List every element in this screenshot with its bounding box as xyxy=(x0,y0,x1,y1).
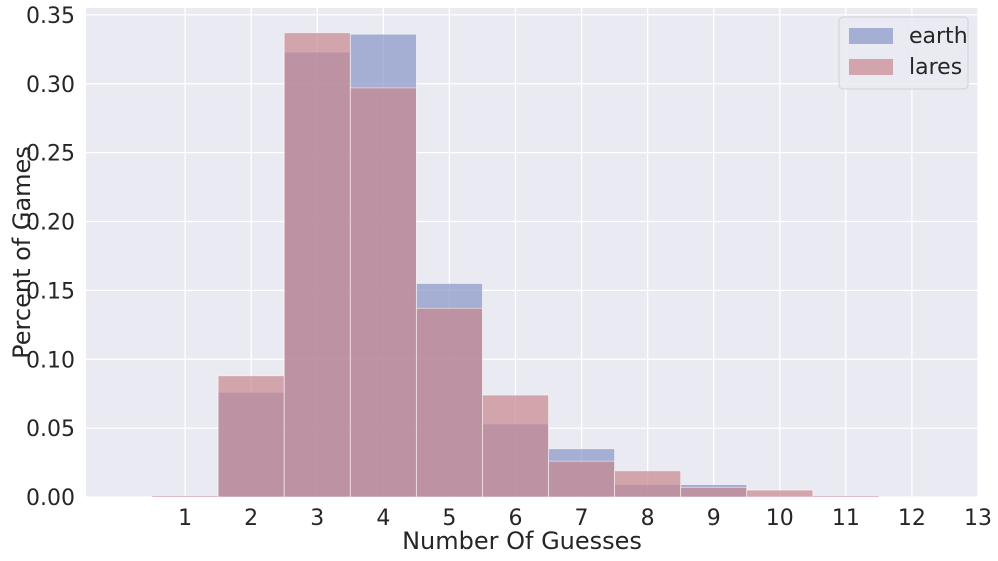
legend-swatch-earth xyxy=(849,28,893,44)
x-tick-label: 11 xyxy=(832,506,860,531)
bar-lares-9 xyxy=(680,486,748,498)
bar-lares-7 xyxy=(548,460,615,498)
bar-lares-3 xyxy=(283,32,351,498)
x-tick-label: 6 xyxy=(508,506,522,531)
y-tick-label: 0.30 xyxy=(26,73,75,98)
x-tick-label: 9 xyxy=(707,506,721,531)
x-tick-label: 4 xyxy=(376,506,390,531)
y-tick-labels: 0.00 0.05 0.10 0.15 0.20 0.25 0.30 0.35 xyxy=(26,4,75,511)
legend: earth lares xyxy=(838,16,969,90)
y-tick-label: 0.25 xyxy=(26,142,75,167)
y-tick-label: 0.15 xyxy=(26,279,75,304)
x-tick-label: 5 xyxy=(442,506,456,531)
x-tick-label: 7 xyxy=(575,506,589,531)
x-tick-label: 2 xyxy=(244,506,258,531)
bar-lares-10 xyxy=(746,489,814,498)
y-tick-label: 0.05 xyxy=(26,417,75,442)
y-axis-title: Percent of Games xyxy=(8,146,36,359)
bar-lares-2 xyxy=(217,375,285,498)
bars xyxy=(151,32,880,498)
x-axis-title: Number Of Guesses xyxy=(402,527,642,555)
legend-label-lares: lares xyxy=(909,55,962,80)
y-tick-label: 0.35 xyxy=(26,4,75,29)
bar-lares-6 xyxy=(482,394,549,498)
legend-label-earth: earth xyxy=(909,24,968,49)
x-tick-label: 12 xyxy=(898,506,926,531)
bar-lares-1 xyxy=(151,495,219,498)
bar-lares-5 xyxy=(415,307,483,498)
y-tick-label: 0.00 xyxy=(26,486,75,511)
x-tick-label: 1 xyxy=(178,506,192,531)
x-tick-label: 13 xyxy=(964,506,992,531)
x-tick-label: 3 xyxy=(310,506,324,531)
y-tick-label: 0.10 xyxy=(26,348,75,373)
x-tick-labels: 1 2 3 4 5 6 7 8 9 10 11 12 13 xyxy=(178,506,992,531)
bar-lares-8 xyxy=(614,470,682,498)
legend-swatch-lares xyxy=(849,59,893,75)
x-tick-label: 10 xyxy=(766,506,794,531)
y-tick-label: 0.20 xyxy=(26,211,75,236)
bar-lares-4 xyxy=(349,87,417,498)
x-tick-label: 8 xyxy=(641,506,655,531)
bar-lares-11 xyxy=(812,495,880,498)
